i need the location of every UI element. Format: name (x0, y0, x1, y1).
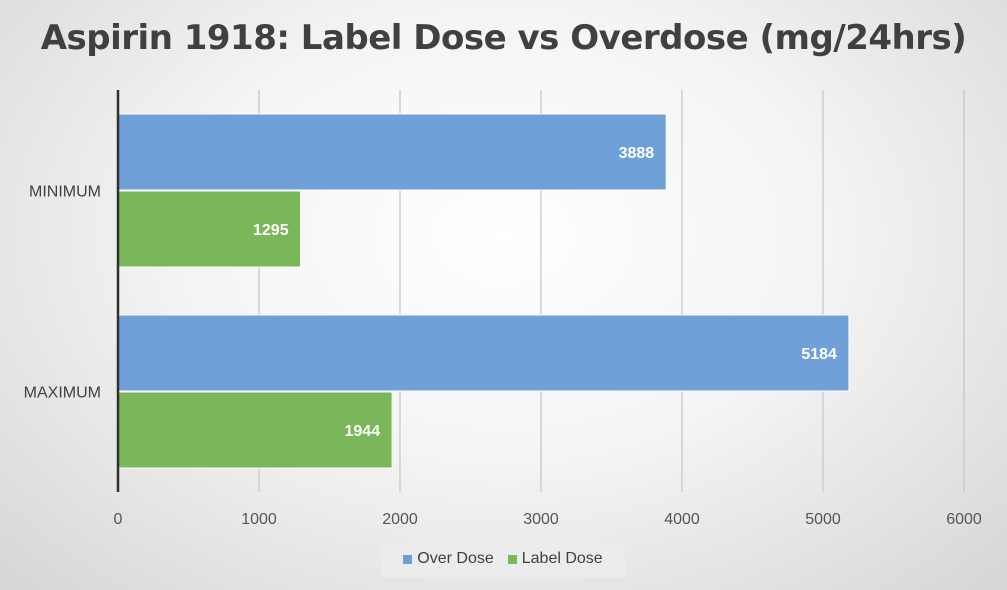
data-label: 5184 (801, 346, 837, 363)
x-tick-label: 6000 (946, 511, 982, 528)
bar (117, 190, 302, 268)
bar (117, 391, 393, 469)
category-label: MAXIMUM (24, 385, 101, 402)
x-tick-label: 0 (114, 511, 123, 528)
x-tick-label: 2000 (382, 511, 418, 528)
x-tick-label: 3000 (523, 511, 559, 528)
x-tick-label: 1000 (241, 511, 277, 528)
legend-label: Over Dose (417, 550, 494, 567)
category-label: MINIMUM (29, 184, 101, 201)
bar (117, 314, 850, 392)
legend-swatch (507, 554, 517, 564)
x-tick-label: 4000 (664, 511, 700, 528)
legend-item: Label Dose (507, 550, 603, 568)
chart-title: Aspirin 1918: Label Dose vs Overdose (mg… (40, 18, 967, 58)
bar (117, 113, 667, 191)
data-label: 1944 (345, 423, 381, 440)
x-tick-label: 5000 (805, 511, 841, 528)
legend: Over Dose Label Dose (381, 541, 625, 577)
legend-label: Label Dose (521, 550, 603, 567)
legend-swatch (403, 554, 413, 564)
data-label: 3888 (619, 145, 655, 162)
legend-item: Over Dose (403, 550, 494, 568)
data-label: 1295 (253, 222, 289, 239)
